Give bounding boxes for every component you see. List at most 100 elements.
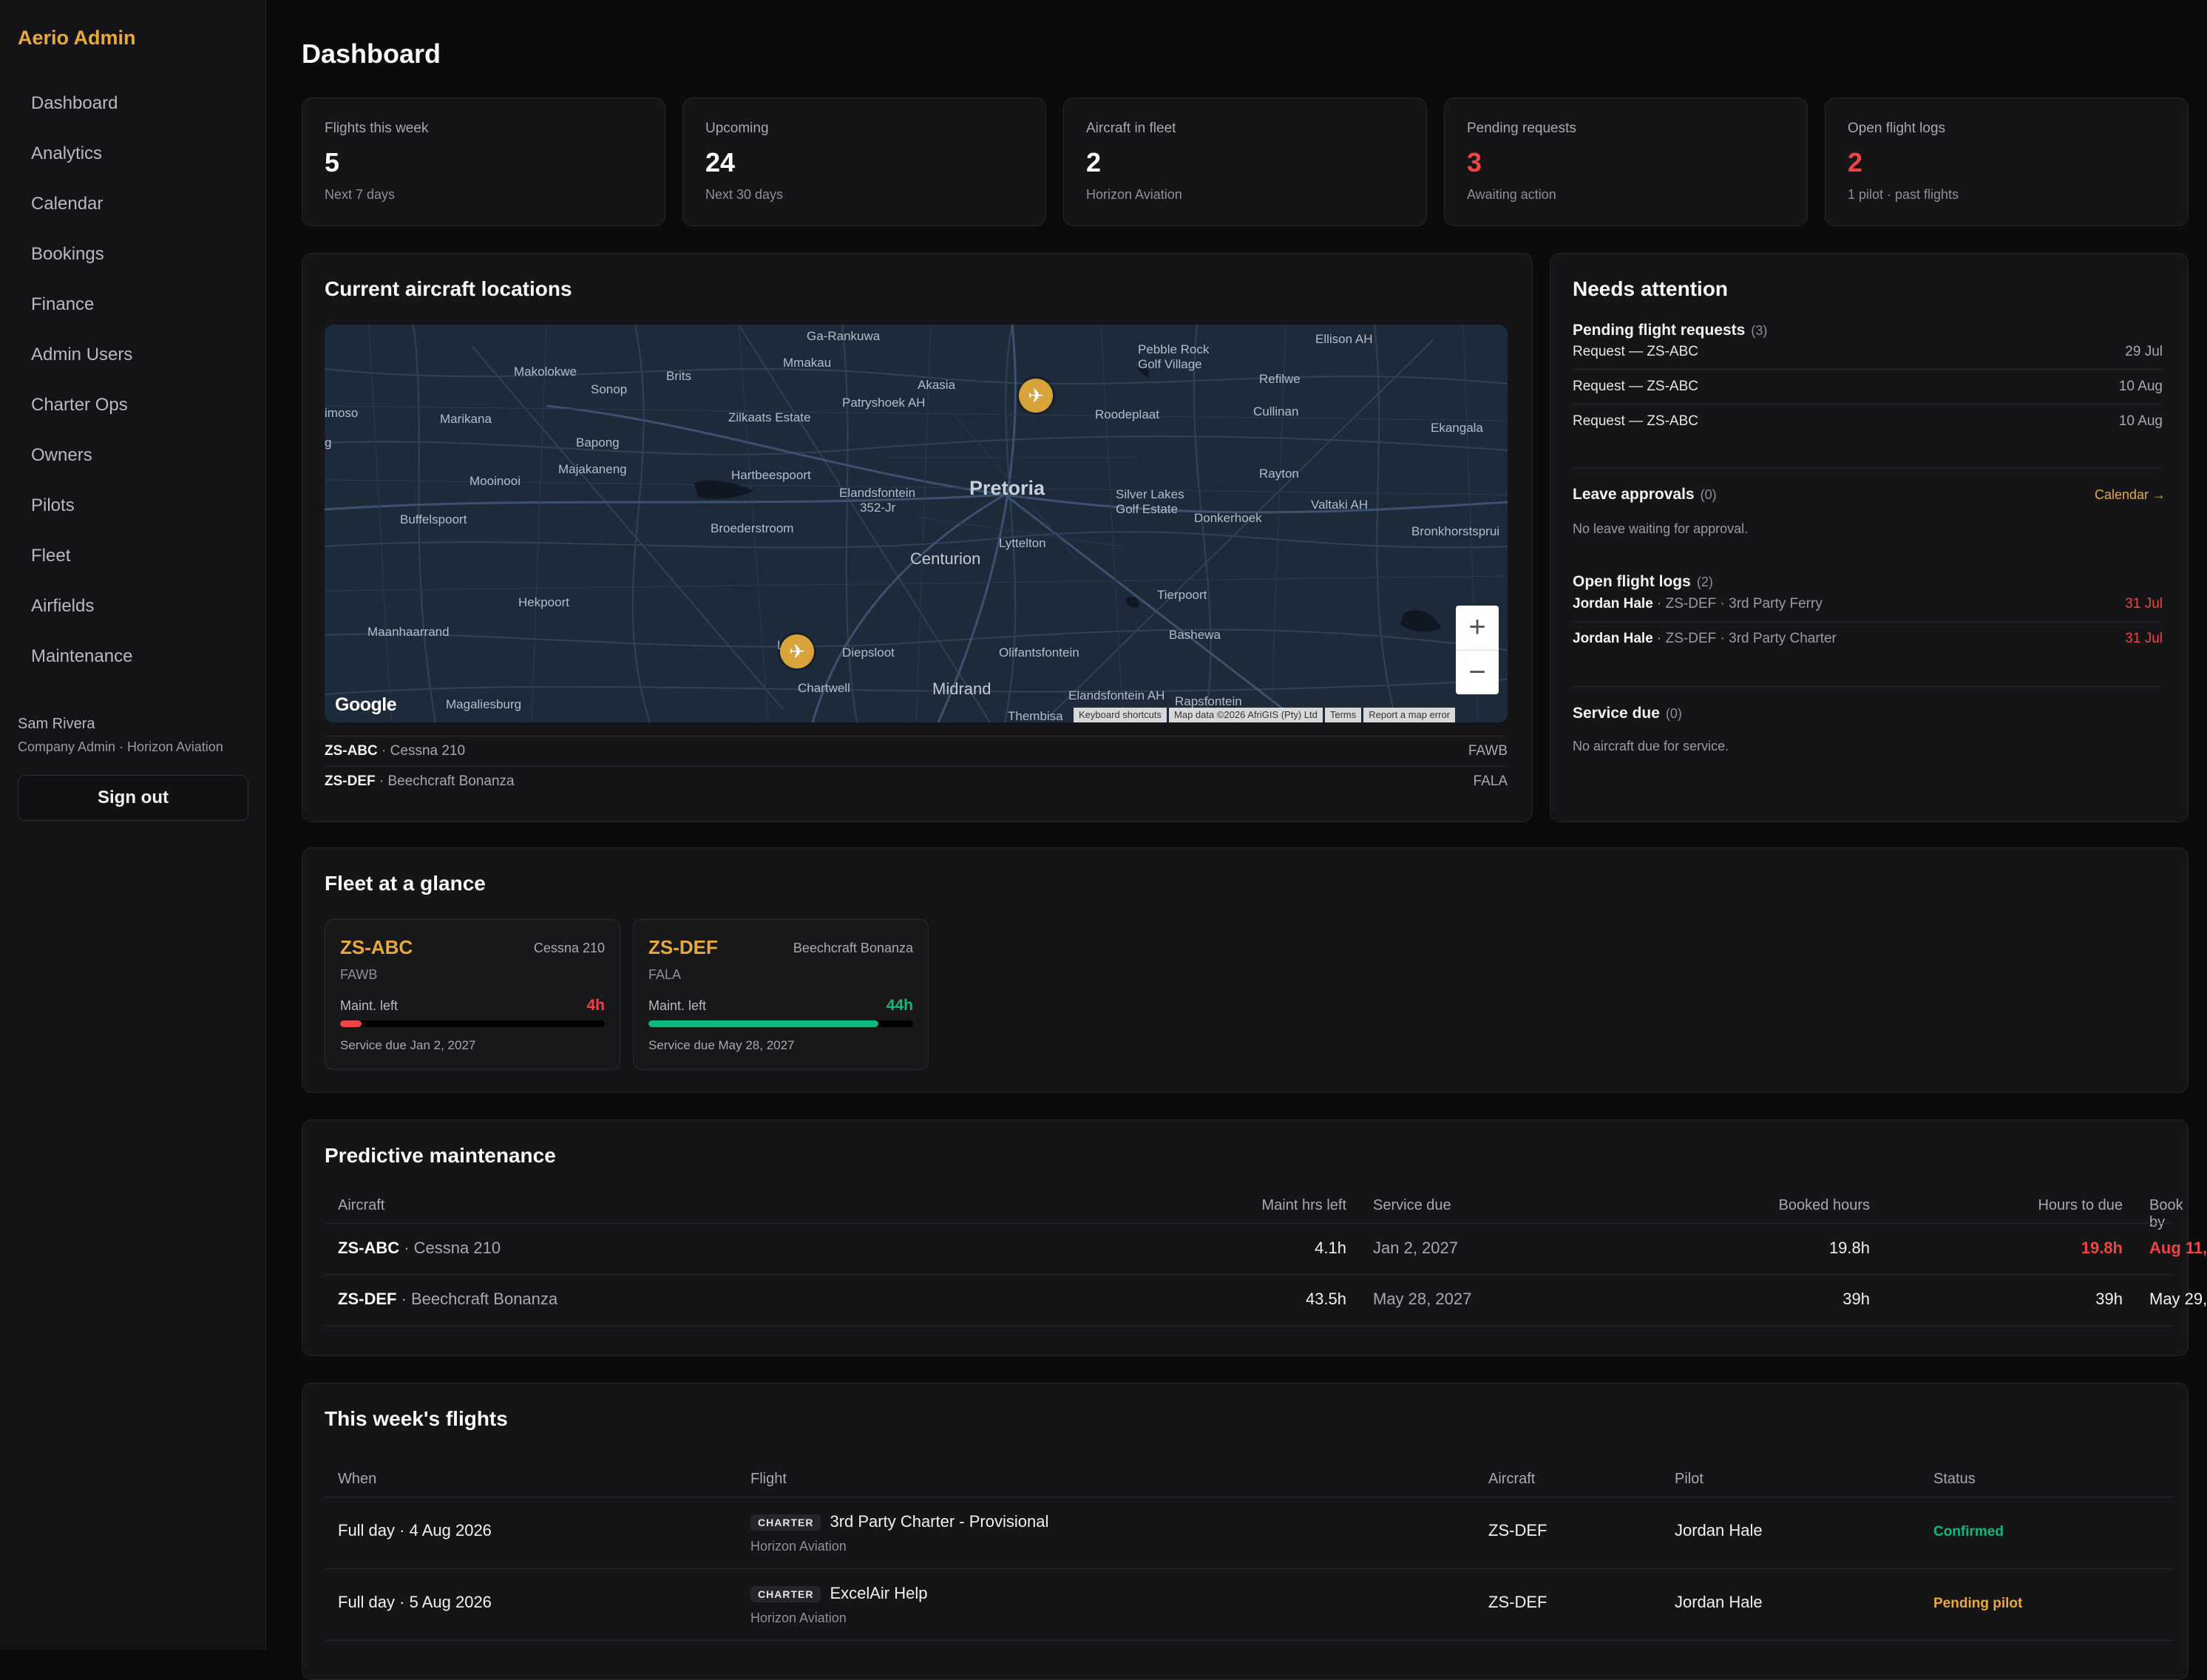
sidebar-item-dashboard[interactable]: Dashboard: [31, 93, 118, 113]
status-badge: Pending pilot: [1933, 1596, 2023, 1611]
sidebar-item-maintenance[interactable]: Maintenance: [31, 646, 133, 666]
col-header-hours-to-due: Hours to due: [2038, 1197, 2123, 1213]
airplane-icon[interactable]: ✈: [1019, 379, 1053, 413]
pilot-cell: Jordan Hale: [1675, 1521, 1763, 1540]
fleet-aircraft-card[interactable]: ZS-ABC Cessna 210 FAWB Maint. left 4h Se…: [325, 919, 620, 1070]
pending-request-row[interactable]: Request — ZS-ABC 10 Aug: [1573, 370, 2163, 404]
airplane-icon[interactable]: ✈: [780, 634, 814, 668]
aircraft-locations-card: Current aircraft locations: [302, 253, 1533, 822]
header-divider: [325, 1496, 2173, 1497]
status-badge: Confirmed: [1933, 1524, 2004, 1540]
sidebar-item-finance[interactable]: Finance: [31, 294, 95, 314]
pending-request-row[interactable]: Request — ZS-ABC 29 Jul: [1573, 335, 2163, 370]
table-row[interactable]: Full day · 4 Aug 2026 CHARTER 3rd Party C…: [325, 1497, 2173, 1569]
sidebar-item-calendar[interactable]: Calendar: [31, 194, 104, 214]
sidebar-item-airfields[interactable]: Airfields: [31, 596, 95, 616]
sidebar-item-analytics[interactable]: Analytics: [31, 143, 103, 163]
map-label: Chartwell: [798, 681, 850, 695]
table-row[interactable]: Full day · 5 Aug 2026 CHARTER ExcelAir He…: [325, 1569, 2173, 1641]
maint-left-label: Maint. left: [648, 998, 707, 1013]
aircraft-model: Cessna 210: [533, 941, 605, 955]
maint-progress-bar: [648, 1020, 913, 1027]
map-label: Ekangala: [1431, 421, 1483, 435]
aircraft-reg: ZS-DEF: [648, 936, 718, 958]
sign-out-button[interactable]: Sign out: [18, 775, 248, 821]
open-log-row[interactable]: Jordan Hale · ZS-DEF · 3rd Party Ferry 31…: [1573, 587, 2163, 622]
map[interactable]: Ga-Rankuwa Ellison AH Makolokwe Mmakau P…: [325, 325, 1508, 722]
keyboard-shortcuts-link[interactable]: Keyboard shortcuts: [1074, 708, 1167, 722]
sidebar-item-owners[interactable]: Owners: [31, 445, 92, 465]
map-label: Silver Lakes: [1116, 487, 1184, 501]
col-header-maint-hrs: Maint hrs left: [1261, 1197, 1346, 1213]
airfield-code: FAWB: [1468, 743, 1508, 759]
page-title: Dashboard: [302, 38, 441, 69]
plus-icon[interactable]: +: [1456, 606, 1499, 651]
airfield-code: FALA: [1473, 773, 1508, 789]
map-label: Hekpoort: [518, 595, 569, 609]
sidebar-item-admin-users[interactable]: Admin Users: [31, 345, 133, 365]
flight-cell: CHARTER ExcelAir Help: [750, 1584, 928, 1603]
map-roads: [325, 325, 1508, 722]
minus-icon[interactable]: −: [1468, 656, 1486, 688]
open-log-row[interactable]: Jordan Hale · ZS-DEF · 3rd Party Charter…: [1573, 631, 2163, 646]
google-logo: Google: [335, 694, 397, 715]
maint-progress-fill: [340, 1020, 362, 1027]
map-label: Bashewa: [1169, 628, 1221, 642]
map-label: Pebble Rock: [1138, 342, 1210, 356]
predictive-maintenance-card: Predictive maintenance Aircraft Maint hr…: [302, 1120, 2207, 1356]
pilot-cell: Jordan Hale: [1675, 1593, 1763, 1611]
map-label: Bronkhorstsprui: [1411, 524, 1500, 538]
divider: [1573, 686, 2163, 687]
map-label: Broederstroom: [711, 521, 794, 535]
book-by-cell: Aug 11, 2026: [2149, 1239, 2207, 1257]
stat-card-pending-requests: Pending requests 3 Awaiting action: [1444, 98, 1808, 226]
terms-link[interactable]: Terms: [1324, 708, 1362, 722]
hours-to-due-cell: 19.8h: [2081, 1239, 2123, 1257]
book-by-cell: May 29, 2027: [2149, 1290, 2207, 1308]
calendar-link[interactable]: Calendar →: [2094, 487, 2166, 502]
map-label: Elandsfontein AH: [1068, 688, 1165, 702]
sidebar-item-bookings[interactable]: Bookings: [31, 244, 104, 264]
stat-label: Upcoming: [705, 121, 769, 136]
open-logs-heading: Open flight logs (2): [1573, 573, 1713, 590]
map-label: Centurion: [910, 549, 981, 568]
col-header-service-due: Service due: [1373, 1197, 1451, 1213]
sidebar-item-pilots[interactable]: Pilots: [31, 495, 75, 515]
sidebar-item-charter-ops[interactable]: Charter Ops: [31, 395, 128, 415]
map-label-city: Pretoria: [969, 477, 1045, 499]
map-label: Maanhaarrand: [367, 625, 450, 639]
map-label: Marikana: [440, 412, 492, 426]
map-label: 352-Jr: [860, 501, 896, 515]
map-label: Olifantsfontein: [999, 646, 1079, 660]
map-label: Ga-Rankuwa: [807, 329, 881, 343]
card-title: Needs attention: [1573, 277, 1729, 300]
user-name: Sam Rivera: [18, 716, 95, 732]
card-title: Fleet at a glance: [325, 872, 486, 895]
maint-progress-fill: [648, 1020, 879, 1027]
sidebar-item-fleet[interactable]: Fleet: [31, 546, 71, 566]
when-cell: Full day · 5 Aug 2026: [338, 1593, 492, 1611]
report-map-error-link[interactable]: Report a map error: [1363, 708, 1456, 722]
map-label: Roodeplaat: [1095, 407, 1159, 421]
map-label: Diepsloot: [842, 646, 895, 660]
brand-logo[interactable]: Aerio Admin: [18, 27, 136, 49]
location-row: ZS-ABC · Cessna 210 FAWB: [325, 736, 1508, 766]
map-label: g: [325, 436, 332, 450]
col-header-book-by: Book by: [2149, 1197, 2183, 1230]
table-row[interactable]: ZS-DEF · Beechcraft Bonanza 43.5h May 28…: [325, 1275, 2207, 1326]
map-label: Valtaki AH: [1311, 498, 1369, 512]
maint-hours: 44h: [886, 997, 913, 1014]
pending-request-row[interactable]: Request — ZS-ABC 10 Aug: [1573, 413, 2163, 429]
maint-hrs-cell: 4.1h: [1315, 1239, 1346, 1257]
user-role: Company Admin · Horizon Aviation: [18, 739, 223, 754]
table-row[interactable]: ZS-ABC · Cessna 210 4.1h Jan 2, 2027 19.…: [325, 1224, 2207, 1275]
maint-left-label: Maint. left: [340, 998, 399, 1013]
map-label: Golf Village: [1138, 357, 1202, 371]
col-header-pilot: Pilot: [1675, 1471, 1703, 1487]
map-label: Tierpoort: [1157, 588, 1207, 602]
map-label: Zilkaats Estate: [728, 410, 811, 424]
map-label: Hartbeespoort: [731, 468, 811, 482]
stat-value: 2: [1848, 147, 1863, 177]
map-label: Patryshoek AH: [842, 396, 926, 410]
fleet-aircraft-card[interactable]: ZS-DEF Beechcraft Bonanza FALA Maint. le…: [633, 919, 929, 1070]
